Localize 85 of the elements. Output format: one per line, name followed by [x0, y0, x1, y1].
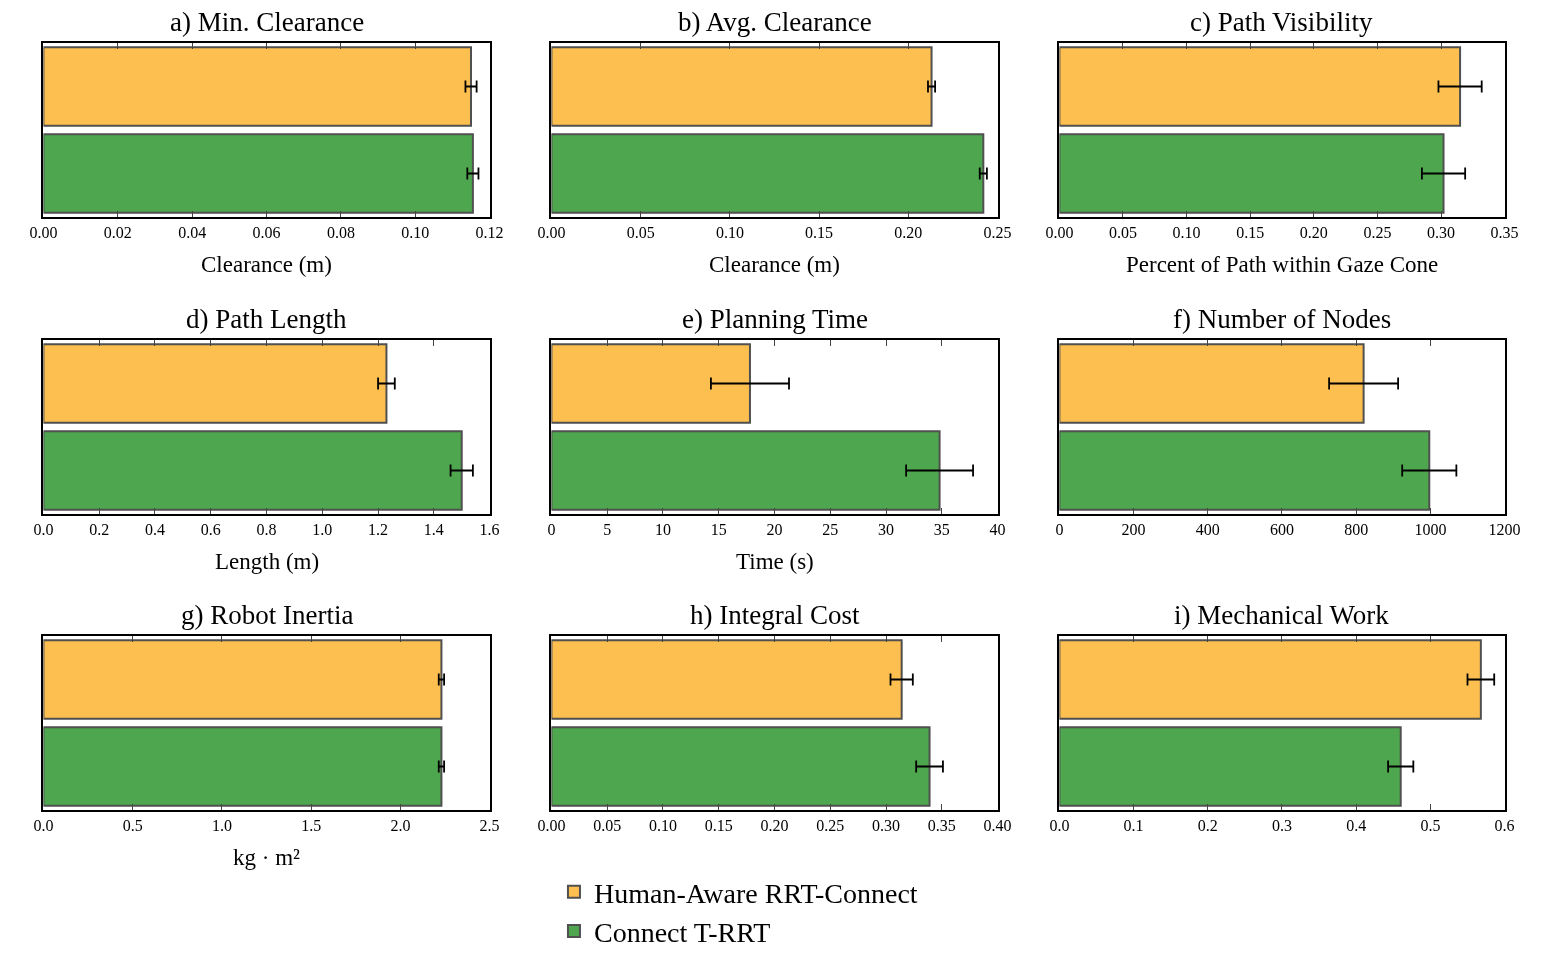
x-tick-label: 0 [547, 520, 556, 538]
x-tick-label: 0.0 [33, 520, 54, 538]
chart-title: i) Mechanical Work [1174, 600, 1390, 630]
x-tick-label: 15 [710, 520, 727, 538]
x-tick-label: 0.8 [256, 520, 277, 538]
chart-title: h) Integral Cost [690, 600, 860, 630]
x-tick-label: 0.06 [252, 223, 281, 241]
chart-title: d) Path Length [186, 304, 347, 334]
x-tick-label: 400 [1195, 520, 1220, 538]
legend-label: Human-Aware RRT-Connect [593, 877, 918, 909]
x-tick-label: 0.10 [1172, 223, 1201, 241]
chart-title: f) Number of Nodes [1173, 304, 1392, 334]
x-tick-label: 0.00 [537, 816, 566, 834]
x-tick-label: 2.0 [390, 816, 411, 834]
x-tick-label: 0.00 [29, 223, 58, 241]
x-tick-label: 0.05 [626, 223, 655, 241]
x-tick-label: 0.10 [715, 223, 744, 241]
x-axis-title: Clearance (m) [709, 252, 840, 277]
x-axis-title: Clearance (m) [201, 252, 332, 277]
x-tick-label: 1.2 [368, 520, 389, 538]
x-tick-label: 0.00 [537, 223, 566, 241]
x-tick-label: 0.30 [872, 816, 901, 834]
x-tick-label: 0.25 [816, 816, 845, 834]
x-tick-label: 0.04 [178, 223, 207, 241]
x-tick-label: 0.35 [1490, 223, 1519, 241]
x-tick-label: 1000 [1414, 520, 1447, 538]
x-tick-label: 0.12 [475, 223, 504, 241]
x-tick-label: 20 [766, 520, 783, 538]
chart-title: c) Path Visibility [1190, 7, 1373, 37]
x-tick-label: 0.6 [200, 520, 221, 538]
x-tick-label: 0.6 [1494, 816, 1515, 834]
x-tick-label: 0.25 [983, 223, 1012, 241]
x-axis-title: Length (m) [215, 549, 320, 574]
x-tick-label: 0.1 [1123, 816, 1144, 834]
x-tick-label: 0.2 [89, 520, 110, 538]
x-tick-label: 0.20 [1299, 223, 1328, 241]
x-tick-label: 0.02 [103, 223, 132, 241]
legend-label: Connect T-RRT [593, 917, 771, 949]
x-tick-label: 0.4 [1346, 816, 1367, 834]
x-tick-label: 0.10 [401, 223, 430, 241]
x-tick-label: 0.35 [927, 816, 956, 834]
x-axis-title: kg · m² [233, 845, 301, 870]
x-tick-label: 0.2 [1197, 816, 1218, 834]
x-tick-label: 0.5 [1420, 816, 1441, 834]
x-tick-label: 1.0 [211, 816, 232, 834]
x-tick-label: 0.0 [1049, 816, 1070, 834]
x-tick-label: 0.20 [894, 223, 923, 241]
x-tick-label: 40 [989, 520, 1006, 538]
chart-title: g) Robot Inertia [181, 600, 354, 630]
x-tick-label: 600 [1269, 520, 1294, 538]
chart-title: e) Planning Time [682, 304, 869, 334]
x-tick-label: 0.15 [805, 223, 834, 241]
x-tick-label: 0.05 [1108, 223, 1137, 241]
x-tick-label: 0.20 [760, 816, 789, 834]
x-tick-label: 0.40 [983, 816, 1012, 834]
x-tick-label: 200 [1121, 520, 1146, 538]
x-tick-label: 0.5 [122, 816, 143, 834]
x-tick-label: 0.0 [33, 816, 54, 834]
x-axis-title: Time (s) [736, 549, 814, 574]
x-tick-label: 0.05 [593, 816, 622, 834]
x-tick-label: 0.4 [144, 520, 165, 538]
x-tick-label: 2.5 [479, 816, 500, 834]
x-tick-label: 1.0 [312, 520, 333, 538]
x-tick-label: 0.15 [704, 816, 733, 834]
x-tick-label: 1.4 [423, 520, 444, 538]
x-tick-label: 1.6 [479, 520, 500, 538]
x-tick-label: 800 [1344, 520, 1369, 538]
x-tick-label: 0.25 [1363, 223, 1392, 241]
x-tick-label: 1.5 [301, 816, 322, 834]
x-tick-label: 0.30 [1427, 223, 1455, 241]
x-tick-label: 0.3 [1271, 816, 1292, 834]
x-axis-title: Percent of Path within Gaze Cone [1126, 252, 1439, 277]
x-tick-label: 25 [822, 520, 839, 538]
x-tick-label: 5 [603, 520, 612, 538]
x-tick-label: 0.10 [648, 816, 677, 834]
x-tick-label: 0.00 [1045, 223, 1074, 241]
x-tick-label: 10 [654, 520, 671, 538]
x-tick-label: 1200 [1488, 520, 1521, 538]
x-tick-label: 0.15 [1236, 223, 1265, 241]
x-tick-label: 35 [933, 520, 950, 538]
chart-title: b) Avg. Clearance [678, 7, 872, 37]
x-tick-label: 30 [878, 520, 895, 538]
chart-title: a) Min. Clearance [170, 7, 365, 37]
x-tick-label: 0 [1055, 520, 1064, 538]
x-tick-label: 0.08 [326, 223, 355, 241]
